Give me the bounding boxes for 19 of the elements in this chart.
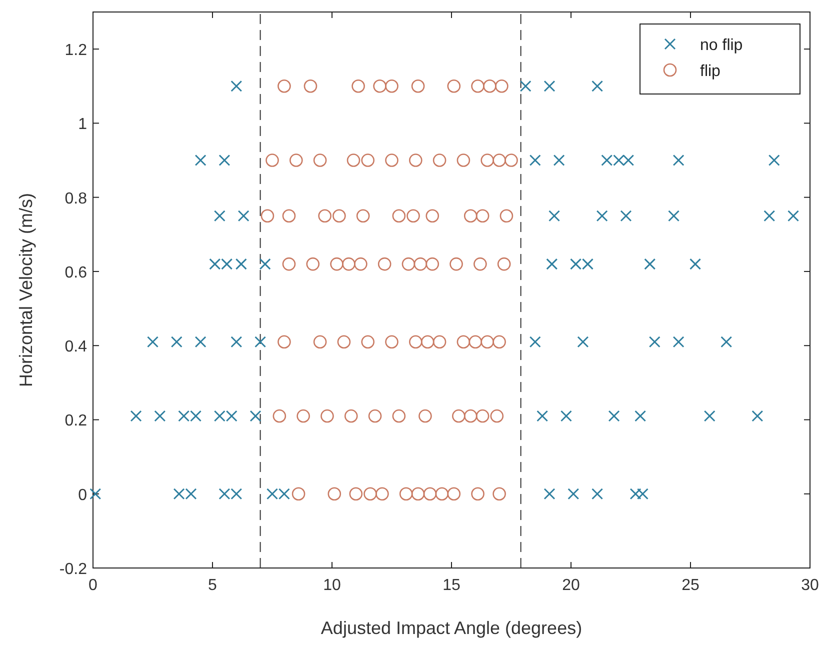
x-tick-label: 25: [682, 577, 700, 594]
x-tick-label: 0: [88, 577, 98, 594]
x-tick-label: 15: [442, 577, 460, 594]
x-tick-label: 10: [323, 577, 341, 594]
y-tick-label: 1.2: [64, 42, 88, 60]
y-axis-title: Horizontal Velocity (m/s): [16, 192, 36, 388]
y-tick-label: 1: [78, 116, 88, 134]
x-tick-label: 20: [562, 577, 580, 594]
x-tick-label: 5: [208, 577, 218, 594]
y-tick-label: 0.2: [64, 412, 88, 430]
y-tick-label: 0.6: [64, 264, 88, 282]
legend-label: no flip: [700, 37, 743, 54]
x-axis-title: Adjusted Impact Angle (degrees): [320, 618, 582, 638]
x-tick-label: 30: [801, 577, 819, 594]
y-tick-label: -0.2: [59, 561, 88, 578]
y-tick-label: 0.8: [64, 190, 88, 208]
legend-label: flip: [700, 63, 721, 80]
y-tick-label: 0: [78, 486, 88, 504]
y-tick-label: 0.4: [64, 338, 88, 356]
